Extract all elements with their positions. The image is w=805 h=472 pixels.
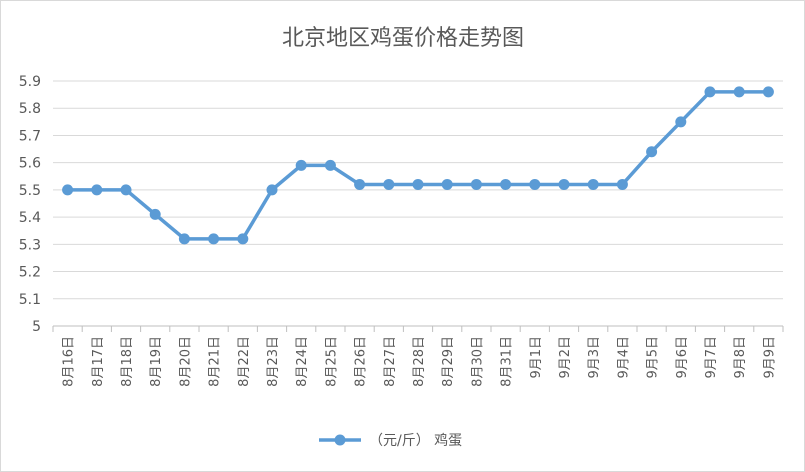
y-tick-label: 5.6: [19, 156, 41, 172]
x-axis-ticks: 8月16日 8月17日 8月18日 8月19日 8月20日 8月21日 8月22日 8月23日…: [62, 336, 778, 387]
y-tick-label: 5: [32, 319, 41, 335]
data-point: [558, 178, 570, 190]
legend-point-marker: [334, 434, 346, 446]
x-tick-label: 8月31日: [500, 336, 515, 387]
x-tick-label: 9月1日: [529, 336, 544, 379]
data-point: [529, 178, 541, 190]
chart-title: 北京地区鸡蛋价格走势图: [282, 26, 524, 51]
x-tick-label: 8月23日: [266, 336, 281, 387]
x-tick-label: 8月27日: [383, 336, 398, 387]
data-point: [208, 233, 220, 245]
x-tick-label: 9月6日: [675, 336, 690, 379]
x-tick-label: 8月30日: [470, 336, 485, 387]
y-tick-label: 5.3: [19, 237, 41, 253]
data-point: [412, 178, 424, 190]
data-point: [149, 208, 161, 220]
x-tick-label: 8月16日: [62, 336, 77, 387]
x-tick-label: 9月9日: [762, 336, 777, 379]
x-tick-label: 8月22日: [237, 336, 252, 387]
x-tick-label: 9月7日: [704, 336, 719, 379]
data-point: [266, 184, 278, 196]
y-tick-label: 5.9: [19, 74, 41, 90]
axes: [52, 325, 784, 332]
data-point: [383, 178, 395, 190]
x-tick-label: 9月3日: [587, 336, 602, 379]
data-point: [500, 178, 512, 190]
y-tick-label: 5.7: [19, 128, 41, 144]
x-tick-label: 8月19日: [149, 336, 164, 387]
x-tick-label: 8月21日: [208, 336, 223, 387]
y-axis-ticks: 5 5.1 5.2 5.3 5.4 5.5 5.6 5.7 5.8 5.9: [19, 74, 41, 335]
x-tick-label: 8月26日: [354, 336, 369, 387]
legend: （元/斤） 鸡蛋: [319, 432, 462, 449]
x-tick-label: 8月20日: [178, 336, 193, 387]
data-point: [587, 178, 599, 190]
data-point: [441, 178, 453, 190]
data-point: [62, 184, 74, 196]
x-tick-label: 8月29日: [441, 336, 456, 387]
grid-lines: [53, 80, 783, 327]
data-point: [733, 86, 745, 98]
data-point: [237, 233, 249, 245]
data-point: [354, 178, 366, 190]
series-layer: [62, 86, 774, 245]
data-point: [646, 146, 658, 158]
data-point: [762, 86, 774, 98]
x-tick-label: 9月2日: [558, 336, 573, 379]
x-tick-label: 9月8日: [733, 336, 748, 379]
y-tick-label: 5.4: [19, 210, 41, 226]
y-tick-label: 5.8: [19, 101, 41, 117]
x-tick-label: 8月18日: [120, 336, 135, 387]
x-tick-label: 8月24日: [295, 336, 310, 387]
x-tick-label: 8月25日: [324, 336, 339, 387]
x-tick-label: 8月17日: [91, 336, 106, 387]
data-point: [470, 178, 482, 190]
data-point: [295, 159, 307, 171]
y-tick-label: 5.1: [19, 292, 41, 308]
data-point: [91, 184, 103, 196]
x-tick-label: 9月5日: [646, 336, 661, 379]
data-point: [675, 116, 687, 128]
data-point: [704, 86, 716, 98]
x-tick-label: 9月4日: [616, 336, 631, 379]
x-tick-label: 8月28日: [412, 336, 427, 387]
data-point: [324, 159, 336, 171]
data-point: [616, 178, 628, 190]
y-tick-label: 5.5: [19, 183, 41, 199]
legend-entry-label: （元/斤） 鸡蛋: [369, 432, 462, 449]
y-tick-label: 5.2: [19, 265, 41, 281]
data-point: [178, 233, 190, 245]
data-point: [120, 184, 132, 196]
